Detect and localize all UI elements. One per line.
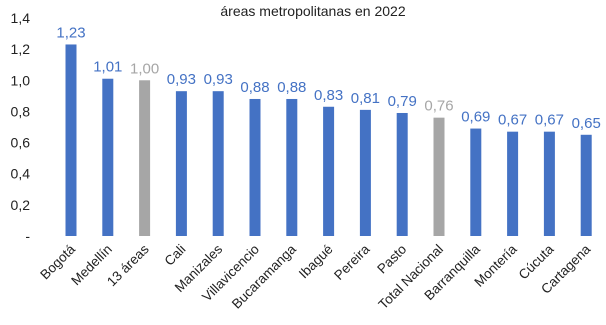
x-tick-label: Cali bbox=[161, 242, 188, 269]
y-tick-label: 1,2 bbox=[11, 41, 31, 57]
data-label: 1,23 bbox=[56, 24, 85, 41]
y-tick-label: 1,0 bbox=[11, 72, 31, 88]
bar-2 bbox=[139, 80, 151, 237]
data-label: 0,76 bbox=[424, 98, 453, 115]
x-tick-label: Bucaramanga bbox=[229, 241, 299, 311]
chart-title: áreas metropolitanas en 2022 bbox=[220, 3, 405, 19]
data-label: 0,67 bbox=[535, 112, 564, 129]
bar-3 bbox=[175, 91, 187, 236]
data-label: 0,69 bbox=[461, 109, 490, 126]
bar-11 bbox=[470, 128, 482, 236]
bar-7 bbox=[323, 106, 335, 236]
bar-12 bbox=[507, 131, 519, 236]
data-label: 0,93 bbox=[167, 71, 196, 88]
data-label: 0,83 bbox=[314, 87, 343, 104]
y-tick-label: 0,6 bbox=[11, 135, 31, 151]
data-label: 0,81 bbox=[351, 90, 380, 107]
bar-5 bbox=[249, 98, 261, 236]
y-tick-label: 0,4 bbox=[11, 166, 31, 182]
x-tick-label: Pereira bbox=[331, 241, 373, 283]
data-label: 0,88 bbox=[240, 79, 269, 96]
bar-0 bbox=[65, 44, 77, 236]
data-label: 1,01 bbox=[93, 59, 122, 76]
bar-9 bbox=[396, 112, 408, 236]
bar-13 bbox=[543, 131, 555, 236]
bar-10 bbox=[433, 117, 445, 236]
data-label: 0,93 bbox=[204, 71, 233, 88]
bar-8 bbox=[359, 109, 371, 236]
data-labels: 1,23 1,01 1,00 0,93 0,93 0,88 0,88 0,83 0,81 0,79… bbox=[56, 24, 600, 131]
bar-1 bbox=[102, 78, 114, 236]
bar-6 bbox=[286, 98, 298, 236]
data-label: 0,88 bbox=[277, 79, 306, 96]
data-label: 0,79 bbox=[388, 93, 417, 110]
chart-title-line: áreas metropolitanas en 2022 bbox=[220, 3, 405, 19]
x-tick-label: Pasto bbox=[374, 242, 409, 277]
y-tick-label: 1,4 bbox=[11, 10, 31, 26]
data-label: 1,00 bbox=[130, 60, 159, 77]
x-tick-label: Total Nacional bbox=[376, 242, 447, 313]
data-label: 0,67 bbox=[498, 112, 527, 129]
bars bbox=[65, 44, 592, 237]
bar-14 bbox=[580, 134, 592, 236]
bar-4 bbox=[212, 91, 224, 236]
x-tick-label: Ibagué bbox=[296, 242, 336, 282]
y-axis: - 0,2 0,4 0,6 0,8 1,0 1,2 1,4 bbox=[11, 10, 31, 244]
y-tick-label: 0,8 bbox=[11, 103, 31, 119]
y-tick-label: 0,2 bbox=[11, 197, 31, 213]
y-tick-label: - bbox=[25, 228, 30, 244]
data-label: 0,65 bbox=[572, 115, 601, 132]
